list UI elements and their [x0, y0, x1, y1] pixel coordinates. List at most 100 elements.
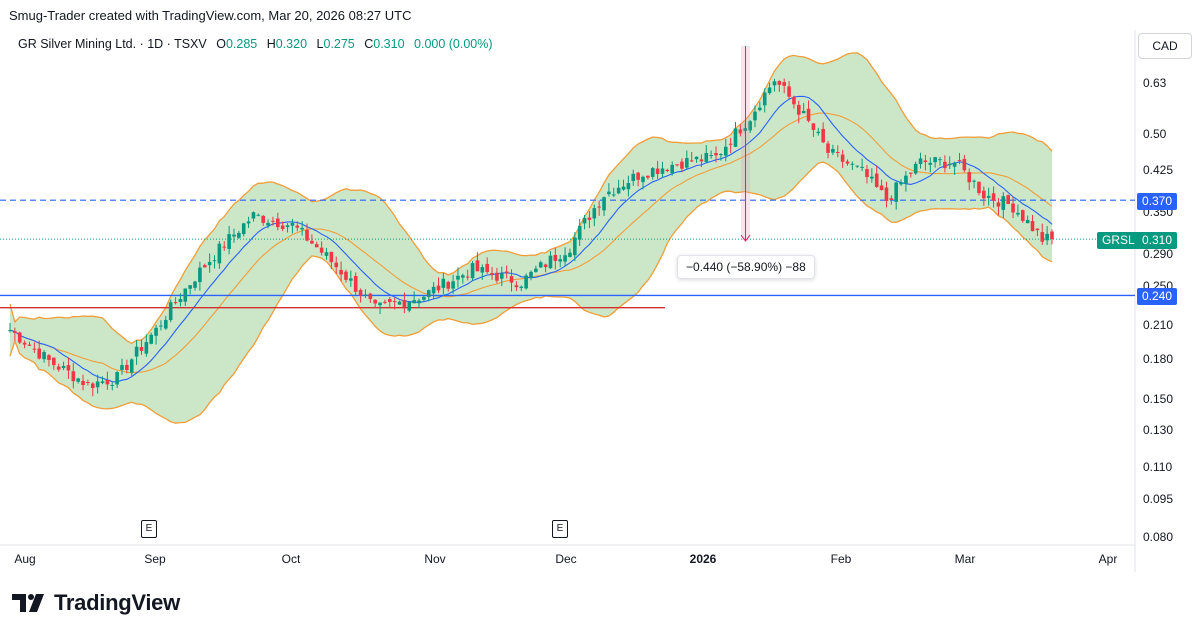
candle-body — [943, 161, 947, 169]
candle-body — [76, 378, 80, 382]
tradingview-logo[interactable]: TradingView — [12, 590, 180, 616]
candle-body — [188, 285, 192, 289]
candle-body — [349, 278, 353, 281]
candle-body — [1011, 203, 1015, 213]
candle-body — [816, 131, 821, 134]
tradingview-logo-text: TradingView — [54, 590, 180, 615]
candle-body — [616, 187, 621, 194]
candle-body — [1025, 219, 1030, 224]
candle-body — [47, 355, 51, 360]
candle-body — [982, 190, 986, 199]
candle-body — [913, 163, 918, 174]
candle-body — [314, 244, 319, 248]
candle-body — [446, 281, 451, 289]
candle-body — [835, 152, 840, 154]
candle-body — [636, 172, 640, 180]
candle-body — [363, 294, 368, 296]
bollinger-lower — [9, 161, 1053, 424]
level-tag-lower: 0.240 — [1137, 288, 1178, 305]
candle-body — [704, 152, 709, 162]
earnings-marker-dec[interactable]: E — [552, 520, 568, 538]
candle-body — [529, 271, 533, 278]
candle-body — [806, 108, 811, 121]
candle-body — [378, 302, 382, 306]
candle-body — [13, 331, 17, 333]
candle-body — [217, 243, 222, 264]
candle-body — [519, 286, 524, 288]
candle-body — [71, 371, 76, 382]
earnings-marker-sep[interactable]: E — [141, 520, 157, 538]
legend-low-key: L — [316, 37, 324, 51]
candle-body — [831, 149, 835, 153]
candle-body — [582, 218, 587, 224]
candle-body — [412, 300, 416, 304]
candle-body — [480, 267, 485, 273]
candle-body — [475, 260, 480, 272]
candle-body — [173, 302, 178, 304]
candle-body — [884, 187, 889, 202]
symbol-tag: GRSL — [1097, 232, 1140, 249]
candle-body — [456, 275, 460, 280]
candle-body — [680, 161, 684, 169]
candle-body — [753, 111, 757, 121]
candle-body — [42, 352, 46, 360]
last-price-tag: 0.310 — [1137, 232, 1178, 249]
candle-body — [22, 342, 27, 345]
candle-body — [392, 301, 397, 303]
candle-body — [899, 182, 903, 185]
candle-body — [441, 278, 446, 288]
candle-body — [256, 214, 261, 216]
candle-body — [646, 175, 650, 178]
candle-body — [485, 263, 489, 273]
candle-body — [723, 146, 728, 156]
candle-body — [329, 251, 334, 263]
candle-body — [139, 347, 144, 351]
candle-body — [782, 82, 786, 86]
candle-body — [762, 92, 767, 106]
candle-body — [319, 247, 324, 253]
candle-body — [665, 169, 670, 172]
candle-body — [996, 202, 1001, 207]
candle-body — [168, 302, 173, 321]
price-tick-label: 0.095 — [1143, 492, 1174, 507]
candle-body — [295, 225, 300, 228]
candle-body — [592, 208, 597, 219]
candle-body — [918, 158, 923, 165]
candle-body — [183, 288, 188, 302]
candle-body — [801, 110, 806, 114]
legend-close: 0.310 — [373, 37, 405, 51]
candle-body — [986, 195, 991, 198]
candle-body — [300, 227, 304, 230]
price-tick-label: 0.180 — [1143, 351, 1174, 366]
candle-body — [621, 186, 626, 190]
candle-body — [358, 289, 363, 296]
candle-body — [952, 162, 957, 167]
candle-body — [232, 234, 236, 237]
candle-body — [577, 225, 582, 240]
candle-body — [738, 129, 743, 134]
candle-body — [66, 365, 71, 371]
price-tick-label: 0.110 — [1143, 459, 1173, 474]
candle-body — [865, 169, 869, 178]
candle-body — [178, 298, 183, 303]
candle-body — [27, 344, 32, 346]
price-tick-label: 0.50 — [1143, 126, 1167, 141]
candle-body — [840, 154, 845, 162]
candle-body — [280, 225, 285, 229]
candle-body — [655, 168, 660, 174]
candle-body — [514, 285, 519, 288]
candle-body — [470, 263, 475, 279]
candle-body — [670, 164, 675, 174]
candle-body — [870, 176, 874, 179]
candle-body — [81, 380, 85, 386]
time-axis-label: Dec — [555, 552, 577, 566]
candle-body — [874, 173, 879, 187]
candle-body — [368, 293, 373, 300]
candle-body — [290, 222, 295, 226]
currency-button[interactable]: CAD — [1138, 33, 1192, 59]
candle-body — [61, 365, 66, 369]
symbol-legend[interactable]: GR Silver Mining Ltd. · 1D · TSXV O0.285… — [18, 37, 493, 51]
price-tick-label: 0.130 — [1143, 423, 1174, 438]
legend-low: 0.275 — [323, 37, 355, 51]
